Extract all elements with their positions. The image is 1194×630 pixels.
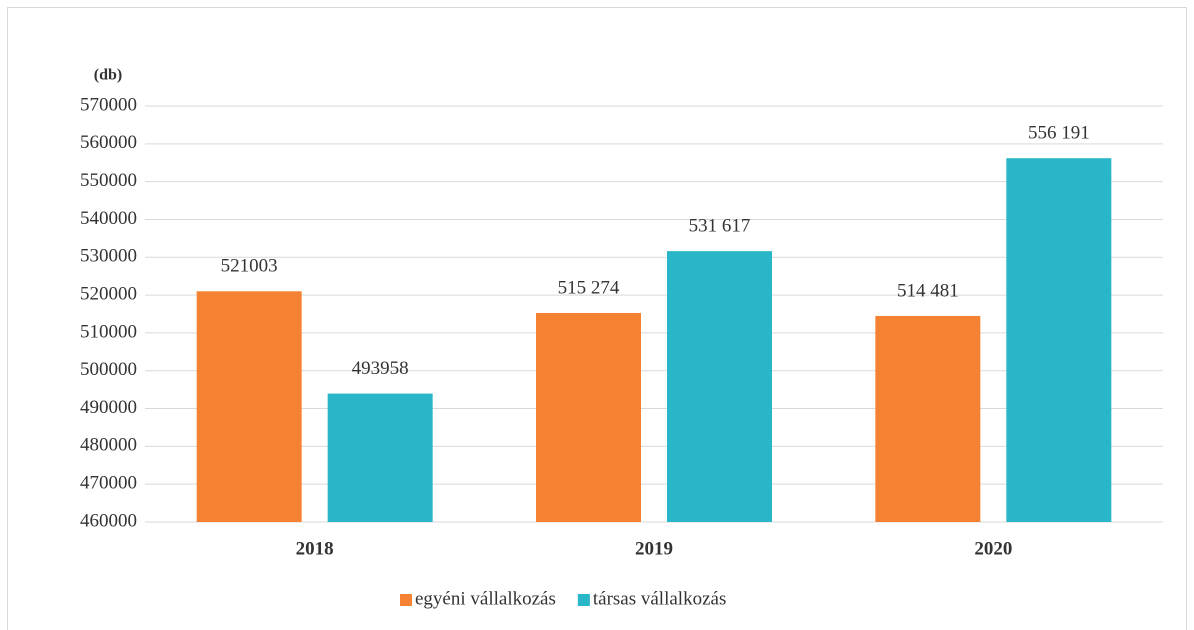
value-label: 521003 (221, 256, 278, 277)
y-tick-label: 490000 (80, 397, 137, 418)
y-tick-label: 570000 (80, 94, 137, 115)
bar (667, 251, 772, 522)
x-tick-label: 2019 (635, 538, 673, 559)
value-label: 556 191 (1028, 123, 1090, 144)
y-tick-label: 460000 (80, 510, 137, 531)
bar (327, 393, 433, 522)
legend-label: társas vállalkozás (593, 588, 726, 609)
y-tick-label: 480000 (80, 435, 137, 456)
bar (536, 312, 641, 522)
y-tick-label: 520000 (80, 283, 137, 304)
legend-label: egyéni vállalkozás (415, 588, 556, 609)
y-tick-label: 550000 (80, 170, 137, 191)
value-label: 514 481 (897, 280, 959, 301)
y-tick-label: 540000 (80, 208, 137, 229)
value-label: 531 617 (689, 216, 751, 237)
x-tick-label: 2020 (974, 538, 1012, 559)
y-tick-label: 510000 (80, 321, 137, 342)
y-tick-label: 500000 (80, 359, 137, 380)
y-axis-unit: (db) (94, 67, 122, 84)
y-tick-label: 530000 (80, 246, 137, 267)
x-tick-label: 2018 (296, 538, 334, 559)
bar (875, 315, 981, 522)
value-label: 493958 (352, 358, 409, 379)
bar (196, 291, 302, 522)
bar (1006, 158, 1112, 522)
y-tick-label: 470000 (80, 473, 137, 494)
legend-swatch (577, 594, 590, 606)
y-tick-label: 560000 (80, 132, 137, 153)
value-label: 515 274 (558, 277, 620, 298)
legend-swatch (400, 594, 412, 606)
